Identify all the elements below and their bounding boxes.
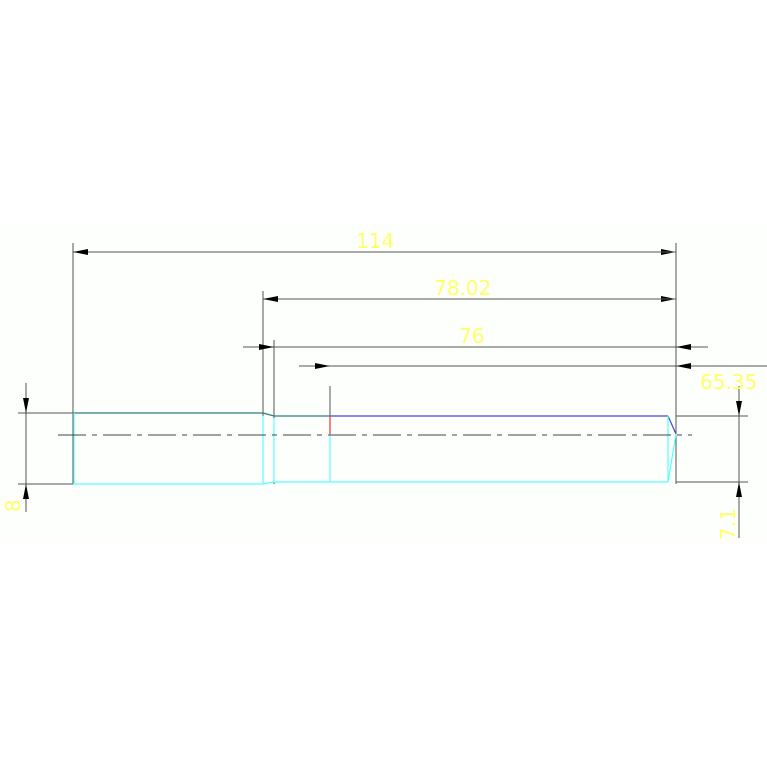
dim-text-7-1: 7.1 — [716, 508, 740, 540]
drawing-area — [0, 225, 767, 540]
dim-text-65-35: 65.35 — [700, 370, 757, 394]
dimension-lines — [23, 249, 767, 538]
part-outline — [73, 412, 677, 485]
dim-text-76: 76 — [459, 324, 484, 348]
extension-lines — [18, 243, 748, 485]
dim-text-78-02: 78.02 — [434, 276, 491, 300]
dim-text-8: 8 — [1, 499, 25, 512]
dim-text-114: 114 — [356, 229, 394, 253]
